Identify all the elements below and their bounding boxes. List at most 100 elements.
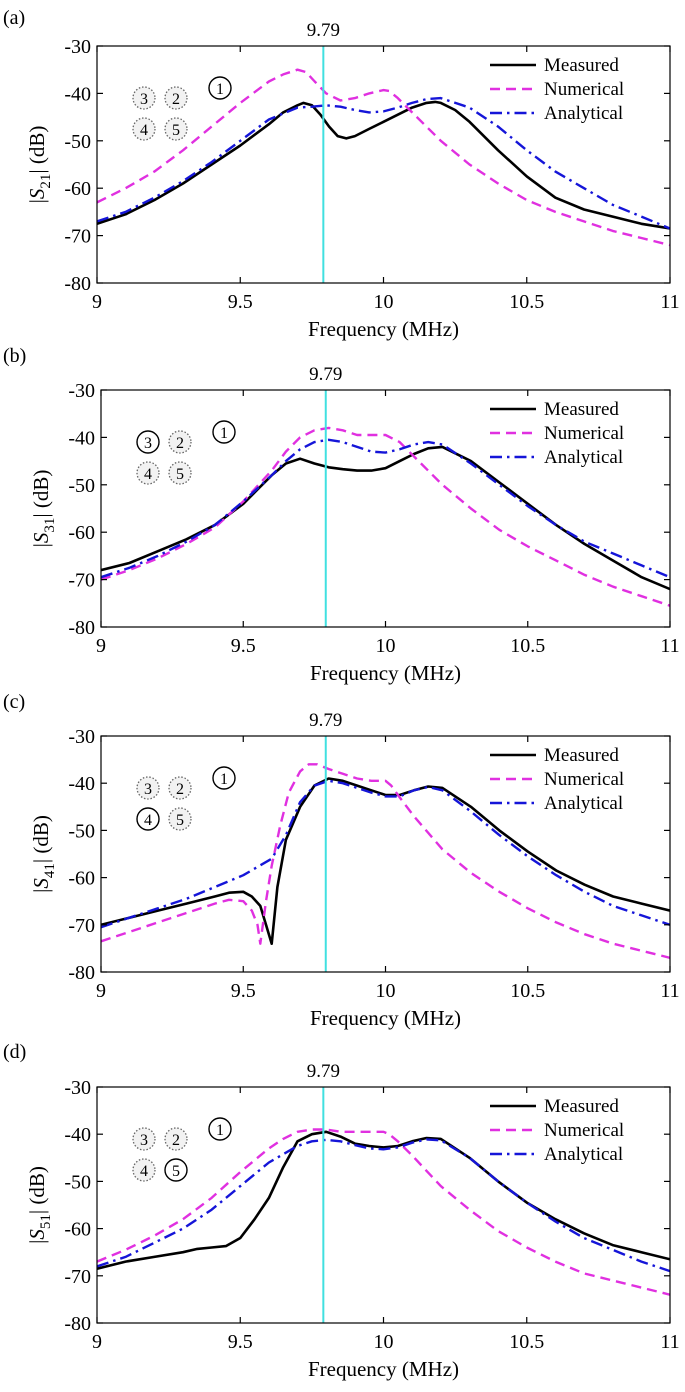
port-circle-1 xyxy=(212,766,236,790)
panel-b: (b) 9.79 9 9.5 10 10.5 11 -30 -40 -50 -60 -70 -80 Fre… xyxy=(3,345,680,685)
x-tick-label: 9 xyxy=(92,1331,102,1353)
y-tick-label: -60 xyxy=(68,522,95,544)
y-label-var: S xyxy=(25,1229,49,1240)
port-diagram: 3 2 4 5 1 xyxy=(136,766,236,831)
x-axis-label: Frequency (MHz) xyxy=(308,1357,459,1381)
legend-label-numerical: Numerical xyxy=(544,79,624,100)
port-diagram: 3 2 4 5 1 xyxy=(132,1117,232,1182)
port-label-5: 5 xyxy=(172,1163,180,1180)
y-label-var: S xyxy=(29,532,53,543)
x-tick-label: 10 xyxy=(376,635,396,657)
x-tick-label: 10.5 xyxy=(509,291,544,313)
y-axis-label: |S21| (dB) xyxy=(25,126,54,204)
x-axis-label: Frequency (MHz) xyxy=(310,661,461,685)
port-circle-4 xyxy=(136,807,160,831)
port-label-1: 1 xyxy=(216,81,224,98)
port-circle-2 xyxy=(164,1127,188,1151)
port-circle-2 xyxy=(168,776,192,800)
port-label-3: 3 xyxy=(140,1132,148,1149)
y-label-suffix: | (dB) xyxy=(25,1166,49,1214)
port-circle-5 xyxy=(164,1158,188,1182)
y-tick-label: -50 xyxy=(68,820,95,842)
y-label-prefix: | xyxy=(29,543,53,547)
port-label-4: 4 xyxy=(144,466,152,483)
y-tick-label: -30 xyxy=(68,726,95,748)
marker-label: 9.79 xyxy=(307,20,340,41)
x-tick-label: 10 xyxy=(374,291,394,313)
y-label-prefix: | xyxy=(25,199,49,203)
y-tick-label: -40 xyxy=(64,1124,91,1146)
y-label-prefix: | xyxy=(29,889,53,893)
marker-label: 9.79 xyxy=(309,364,342,385)
legend-label-measured: Measured xyxy=(544,745,619,766)
x-axis-label: Frequency (MHz) xyxy=(308,317,459,341)
y-label-var: S xyxy=(25,188,49,199)
y-tick-label: -40 xyxy=(64,83,91,105)
port-label-4: 4 xyxy=(144,812,152,829)
x-tick-label: 10.5 xyxy=(509,1331,544,1353)
x-tick-label: 9.5 xyxy=(228,291,253,313)
y-label-sub: 21 xyxy=(38,174,54,189)
panel-label: (d) xyxy=(3,1041,26,1063)
port-circle-5 xyxy=(168,461,192,485)
port-label-2: 2 xyxy=(172,1132,180,1149)
port-label-5: 5 xyxy=(176,812,184,829)
series-line-measured xyxy=(97,100,670,230)
series-line-analytical xyxy=(97,1138,670,1273)
legend-label-analytical: Analytical xyxy=(544,793,623,814)
y-tick-label: -30 xyxy=(64,36,91,58)
series-line-numerical xyxy=(101,763,670,959)
y-tick-label: -60 xyxy=(64,1219,91,1241)
port-circle-1 xyxy=(212,420,236,444)
y-axis-label: |S51| (dB) xyxy=(25,1166,54,1244)
x-tick-label: 9 xyxy=(92,291,102,313)
legend-label-analytical: Analytical xyxy=(544,447,623,468)
port-label-5: 5 xyxy=(176,466,184,483)
y-label-var: S xyxy=(29,878,53,889)
legend: Measured Numerical Analytical xyxy=(490,399,624,468)
y-tick-label: -40 xyxy=(68,773,95,795)
x-tick-label: 10.5 xyxy=(510,980,545,1002)
panel-label: (c) xyxy=(3,691,25,713)
port-circle-3 xyxy=(136,430,160,454)
y-tick-label: -50 xyxy=(68,475,95,497)
y-tick-label: -60 xyxy=(68,868,95,890)
y-label-suffix: | (dB) xyxy=(29,815,53,863)
y-tick-label: -70 xyxy=(64,226,91,248)
port-label-3: 3 xyxy=(144,781,152,798)
port-circle-5 xyxy=(168,807,192,831)
y-tick-label: -60 xyxy=(64,178,91,200)
port-label-3: 3 xyxy=(140,91,148,108)
x-tick-label: 11 xyxy=(660,291,679,313)
port-circle-4 xyxy=(136,461,160,485)
curves xyxy=(97,68,670,247)
port-label-2: 2 xyxy=(176,435,184,452)
port-label-4: 4 xyxy=(140,1163,148,1180)
series-line-numerical xyxy=(97,1128,670,1296)
port-label-5: 5 xyxy=(172,122,180,139)
x-tick-label: 9 xyxy=(96,980,106,1002)
port-circle-4 xyxy=(132,117,156,141)
legend-label-numerical: Numerical xyxy=(544,769,624,790)
series-line-measured xyxy=(101,777,670,945)
legend-label-numerical: Numerical xyxy=(544,1120,624,1141)
legend-label-numerical: Numerical xyxy=(544,423,624,444)
x-tick-label: 11 xyxy=(660,635,679,657)
x-tick-label: 11 xyxy=(660,1331,679,1353)
legend-label-analytical: Analytical xyxy=(544,103,623,124)
port-label-3: 3 xyxy=(144,435,152,452)
legend-label-analytical: Analytical xyxy=(544,1144,623,1165)
port-circle-3 xyxy=(132,1127,156,1151)
port-circle-1 xyxy=(208,1117,232,1141)
y-tick-label: -30 xyxy=(68,380,95,402)
legend-label-measured: Measured xyxy=(544,1096,619,1117)
x-tick-label: 9.5 xyxy=(231,980,256,1002)
y-label-sub: 51 xyxy=(38,1214,54,1229)
y-tick-label: -50 xyxy=(64,131,91,153)
legend: Measured Numerical Analytical xyxy=(490,745,624,814)
legend-label-measured: Measured xyxy=(544,399,619,420)
panel-label: (b) xyxy=(3,345,26,367)
series-line-analytical xyxy=(97,96,670,230)
y-tick-label: -80 xyxy=(64,1313,91,1335)
x-axis-label: Frequency (MHz) xyxy=(310,1006,461,1030)
